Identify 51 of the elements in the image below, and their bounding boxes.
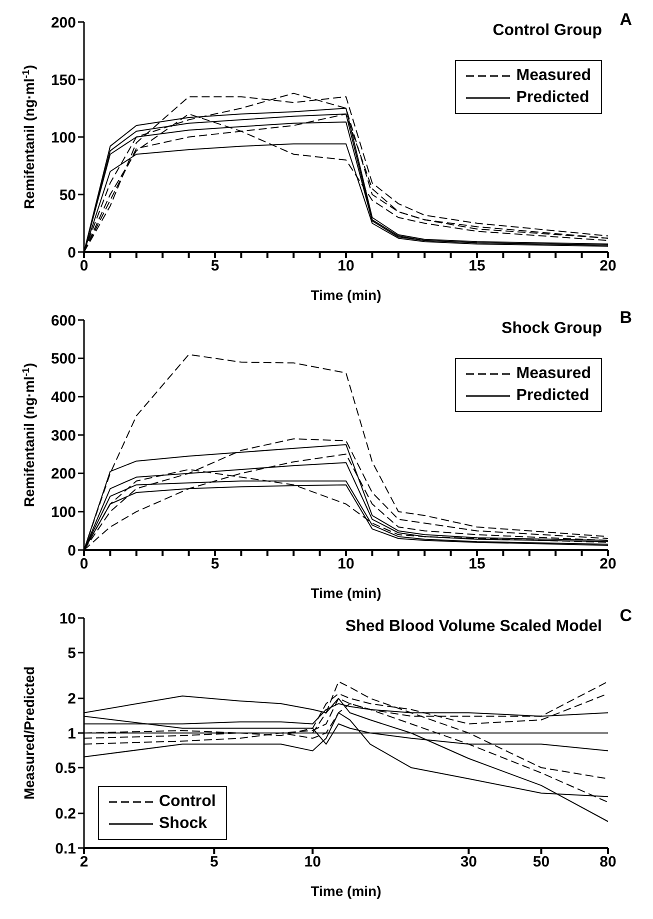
y-tick-label: 2: [68, 690, 76, 708]
x-axis-title: Time (min): [310, 287, 382, 303]
legend-label: Predicted: [516, 386, 590, 406]
x-tick-label: 10: [338, 258, 354, 275]
text: B: [620, 308, 632, 328]
x-tick-label: 5: [210, 854, 218, 871]
x-tick-label: 20: [600, 556, 616, 573]
x-tick-label: 20: [600, 258, 616, 275]
x-tick-label: 2: [80, 854, 88, 871]
x-tick-label: 0: [80, 258, 88, 275]
x-tick-label: 50: [532, 854, 550, 871]
y-tick-label: 10: [59, 610, 76, 628]
y-tick-label: 150: [50, 72, 76, 89]
y-tick-label: 50: [59, 186, 76, 204]
y-tick-label: 400: [50, 388, 76, 406]
y-tick-label: 0.1: [55, 840, 76, 858]
text: C: [620, 606, 632, 626]
y-tick-label: 5: [68, 644, 76, 662]
y-tick-label: 0.2: [55, 806, 76, 823]
y-tick-label: 500: [50, 350, 76, 368]
x-tick-label: 10: [304, 854, 321, 871]
x-tick-label: 30: [460, 854, 478, 871]
legend-label: Shock: [159, 814, 208, 834]
legend-label: Predicted: [516, 88, 590, 108]
y-tick-label: 300: [50, 427, 76, 444]
x-tick-label: 15: [468, 556, 486, 573]
y-axis-title: Measured/Predicted: [21, 666, 37, 800]
y-tick-label: 0.5: [55, 760, 76, 777]
x-tick-label: 0: [80, 556, 88, 573]
y-tick-label: 200: [50, 14, 76, 32]
y-tick-label: 0: [68, 542, 76, 560]
x-tick-label: 10: [338, 556, 354, 573]
chart-title: Shock Group: [502, 320, 602, 338]
chart-title: Control Group: [492, 22, 602, 40]
legend-label: Control: [159, 792, 216, 812]
x-axis-title: Time (min): [310, 883, 382, 899]
text: A: [620, 10, 632, 30]
chart-title: Shed Blood Volume Scaled Model: [345, 618, 602, 636]
y-tick-label: 100: [50, 129, 76, 146]
y-tick-label: 600: [50, 312, 76, 330]
y-tick-label: 0: [68, 244, 76, 262]
x-tick-label: 5: [210, 258, 220, 275]
legend-label: Measured: [516, 66, 591, 86]
x-axis-title: Time (min): [310, 585, 382, 601]
x-tick-label: 5: [210, 556, 220, 573]
x-tick-label: 15: [468, 258, 486, 275]
x-tick-label: 80: [600, 854, 616, 871]
y-tick-label: 1: [68, 725, 76, 742]
legend-label: Measured: [516, 364, 591, 384]
y-tick-label: 100: [50, 504, 76, 521]
y-tick-label: 200: [50, 466, 76, 483]
